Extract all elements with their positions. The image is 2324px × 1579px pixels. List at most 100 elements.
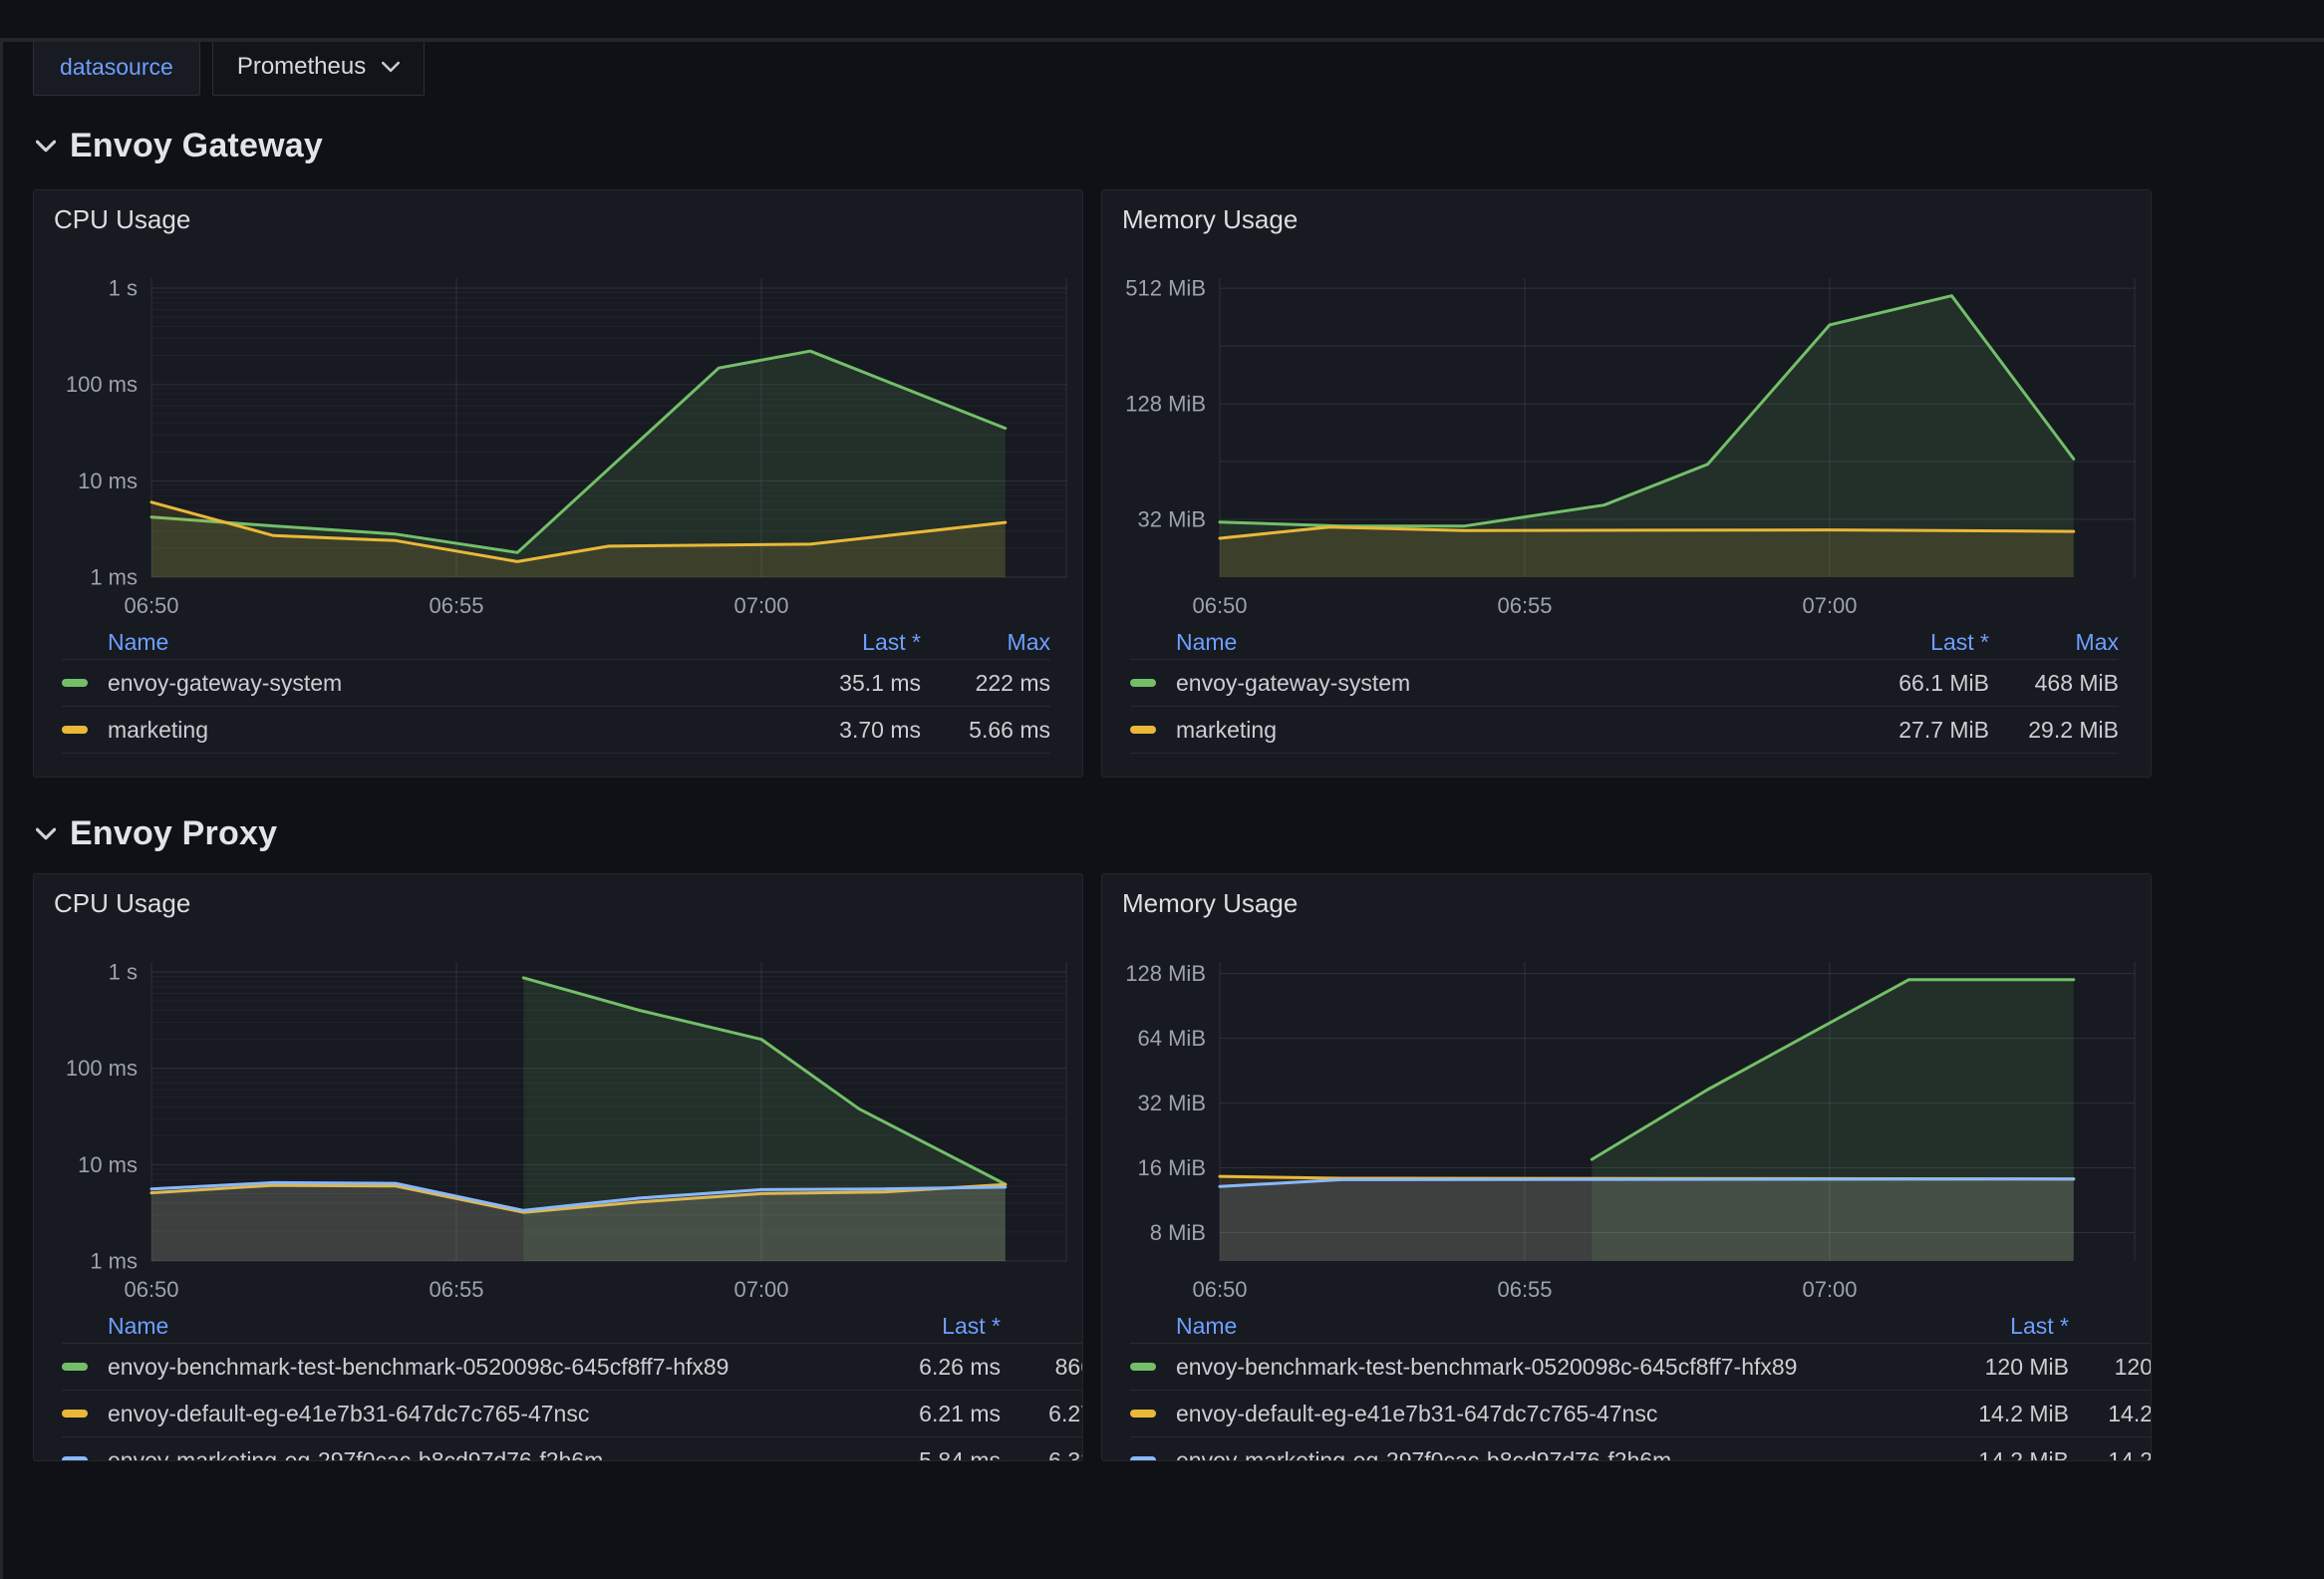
- legend-max-value: 29.2 MiB: [2028, 716, 2119, 743]
- legend-row[interactable]: marketing 3.70 ms 5.66 ms: [62, 707, 1050, 754]
- legend-max-value: 6.27 ms: [1048, 1400, 1082, 1426]
- legend-row[interactable]: envoy-gateway-system 66.1 MiB 468 MiB: [1130, 660, 2119, 707]
- legend-col-max[interactable]: Max: [1007, 628, 1050, 655]
- timeseries-chart[interactable]: 512 MiB 128 MiB 32 MiB 06:50 06:55 07:00: [1102, 190, 2151, 661]
- timeseries-chart[interactable]: 1 s 100 ms 10 ms 1 ms 06:50 06:55 07:00: [34, 190, 1082, 661]
- legend-header: Name Last *Max: [62, 1309, 1082, 1344]
- datasource-picker[interactable]: Prometheus: [211, 38, 426, 96]
- svg-text:100 ms: 100 ms: [66, 372, 138, 397]
- legend-col-name[interactable]: Name: [108, 628, 169, 655]
- chart-canvas[interactable]: 512 MiB 128 MiB 32 MiB 06:50 06:55 07:00: [1102, 190, 2151, 661]
- legend-col-name[interactable]: Name: [1176, 1312, 1238, 1339]
- legend-row[interactable]: envoy-benchmark-test-benchmark-0520098c-…: [62, 1344, 1082, 1391]
- legend-row[interactable]: envoy-marketing-eg-297f0cac-b8cd97d76-f2…: [62, 1437, 1082, 1461]
- legend-row[interactable]: envoy-gateway-system 35.1 ms 222 ms: [62, 660, 1050, 707]
- panel-cpu-usage-gateway: CPU Usage 1 s 100 ms 10 ms 1 ms 06:50 06:55 07…: [33, 189, 1083, 778]
- legend-col-max[interactable]: Max: [1001, 1313, 1082, 1340]
- legend-series-name: marketing: [1130, 717, 1840, 744]
- svg-text:07:00: 07:00: [733, 1277, 788, 1302]
- timeseries-chart[interactable]: 128 MiB 64 MiB 32 MiB 16 MiB 8 MiB 06:50 06:55…: [1102, 874, 2151, 1345]
- legend-max-value: 222 ms: [975, 669, 1050, 696]
- legend-last-value: 27.7 MiB: [1898, 716, 1989, 743]
- legend-max-value: 14.2 MiB: [2108, 1400, 2152, 1426]
- legend-col-max[interactable]: Max: [2075, 628, 2119, 655]
- legend-col-last[interactable]: Last *: [942, 1312, 1001, 1339]
- svg-text:06:50: 06:50: [1192, 1277, 1247, 1302]
- legend-last-value: 6.21 ms: [919, 1400, 1001, 1426]
- svg-text:07:00: 07:00: [1802, 1277, 1857, 1302]
- svg-text:512 MiB: 512 MiB: [1125, 276, 1206, 301]
- svg-text:128 MiB: 128 MiB: [1125, 961, 1206, 986]
- legend-last-value: 5.84 ms: [919, 1446, 1001, 1461]
- svg-text:1 s: 1 s: [109, 960, 138, 985]
- series-color-swatch: [62, 1363, 88, 1371]
- series-color-swatch: [62, 1410, 88, 1418]
- legend-col-name[interactable]: Name: [1176, 628, 1238, 655]
- chart-canvas[interactable]: 128 MiB 64 MiB 32 MiB 16 MiB 8 MiB 06:50 06:55…: [1102, 874, 2151, 1345]
- legend-row[interactable]: envoy-benchmark-test-benchmark-0520098c-…: [1130, 1344, 2151, 1391]
- svg-text:06:50: 06:50: [124, 593, 178, 618]
- legend-last-value: 35.1 ms: [839, 669, 921, 696]
- panel-title[interactable]: CPU Usage: [54, 888, 191, 918]
- series-color-swatch: [1130, 1410, 1156, 1418]
- legend-series-name: envoy-benchmark-test-benchmark-0520098c-…: [62, 1354, 851, 1381]
- dashboard-variable-controls: datasource Prometheus: [33, 38, 2324, 96]
- legend-last-value: 14.2 MiB: [1978, 1400, 2069, 1426]
- panel-title[interactable]: Memory Usage: [1122, 888, 1299, 918]
- legend-col-last[interactable]: Last *: [2010, 1312, 2069, 1339]
- svg-text:16 MiB: 16 MiB: [1138, 1155, 1206, 1180]
- series-color-swatch: [62, 1456, 88, 1460]
- series-color-swatch: [1130, 1456, 1156, 1460]
- legend-row[interactable]: envoy-marketing-eg-297f0cac-b8cd97d76-f2…: [1130, 1437, 2151, 1460]
- panel-title[interactable]: Memory Usage: [1122, 204, 1299, 234]
- svg-text:1 s: 1 s: [109, 276, 138, 301]
- series-color-swatch: [1130, 1363, 1156, 1371]
- window-edge-top: [0, 38, 2324, 42]
- svg-text:06:50: 06:50: [124, 1277, 178, 1302]
- panel-title[interactable]: CPU Usage: [54, 204, 191, 234]
- legend-header: Name Last * Max: [62, 625, 1050, 660]
- legend-series-name: envoy-benchmark-test-benchmark-0520098c-…: [1130, 1354, 1919, 1381]
- section-header-envoy-gateway[interactable]: Envoy Gateway: [36, 126, 2324, 165]
- legend-max-value: 6.32 ms: [1048, 1446, 1082, 1461]
- legend-series-name: envoy-default-eg-e41e7b31-647dc7c765-47n…: [62, 1401, 851, 1427]
- datasource-picker-value: Prometheus: [236, 53, 367, 80]
- legend-table: Name Last *Max envoy-benchmark-test-benchm…: [62, 1309, 1082, 1461]
- svg-text:06:55: 06:55: [429, 1277, 483, 1302]
- legend-series-name: envoy-default-eg-e41e7b31-647dc7c765-47n…: [1130, 1401, 1919, 1427]
- panel-row-proxy: CPU Usage 1 s 100 ms 10 ms 1 ms 06:50 06:55 07…: [33, 873, 2324, 1461]
- legend-col-max[interactable]: Max: [2069, 1313, 2151, 1340]
- svg-text:8 MiB: 8 MiB: [1150, 1220, 1206, 1245]
- svg-text:07:00: 07:00: [733, 593, 788, 618]
- legend-header: Name Last *Max: [1130, 1309, 2151, 1344]
- series-color-swatch: [1130, 679, 1156, 687]
- chart-canvas[interactable]: 1 s 100 ms 10 ms 1 ms 06:50 06:55 07:00: [34, 190, 1082, 661]
- svg-text:1 ms: 1 ms: [90, 565, 138, 590]
- legend-max-value: 5.66 ms: [969, 716, 1050, 743]
- chart-canvas[interactable]: 1 s 100 ms 10 ms 1 ms 06:50 06:55 07:00: [34, 874, 1082, 1345]
- chevron-down-icon: [36, 140, 56, 152]
- panel-memory-usage-proxy: Memory Usage 128 MiB 64 MiB 32 MiB 16 MiB 8 …: [1101, 873, 2152, 1461]
- svg-text:07:00: 07:00: [1802, 593, 1857, 618]
- legend-series-name: envoy-gateway-system: [1130, 670, 1840, 697]
- legend-series-name: envoy-marketing-eg-297f0cac-b8cd97d76-f2…: [62, 1447, 851, 1460]
- legend-row[interactable]: envoy-default-eg-e41e7b31-647dc7c765-47n…: [62, 1391, 1082, 1437]
- timeseries-chart[interactable]: 1 s 100 ms 10 ms 1 ms 06:50 06:55 07:00: [34, 874, 1082, 1345]
- legend-col-last[interactable]: Last *: [1930, 628, 1989, 655]
- legend-col-last[interactable]: Last *: [862, 628, 921, 655]
- chevron-down-icon: [36, 827, 56, 839]
- legend-last-value: 6.26 ms: [919, 1353, 1001, 1380]
- svg-text:06:55: 06:55: [1497, 1277, 1552, 1302]
- legend-series-name: envoy-gateway-system: [62, 670, 771, 697]
- svg-text:32 MiB: 32 MiB: [1138, 1091, 1206, 1115]
- panel-row-gateway: CPU Usage 1 s 100 ms 10 ms 1 ms 06:50 06:55 07…: [33, 189, 2324, 778]
- legend-row[interactable]: envoy-default-eg-e41e7b31-647dc7c765-47n…: [1130, 1391, 2152, 1437]
- section-header-envoy-proxy[interactable]: Envoy Proxy: [36, 813, 2324, 853]
- legend-series-name: marketing: [62, 717, 771, 744]
- section-title: Envoy Proxy: [70, 813, 278, 852]
- svg-text:64 MiB: 64 MiB: [1138, 1026, 1206, 1051]
- svg-text:06:55: 06:55: [1497, 593, 1552, 618]
- legend-row[interactable]: marketing 27.7 MiB 29.2 MiB: [1130, 707, 2119, 754]
- svg-text:06:50: 06:50: [1192, 593, 1247, 618]
- legend-col-name[interactable]: Name: [108, 1312, 169, 1339]
